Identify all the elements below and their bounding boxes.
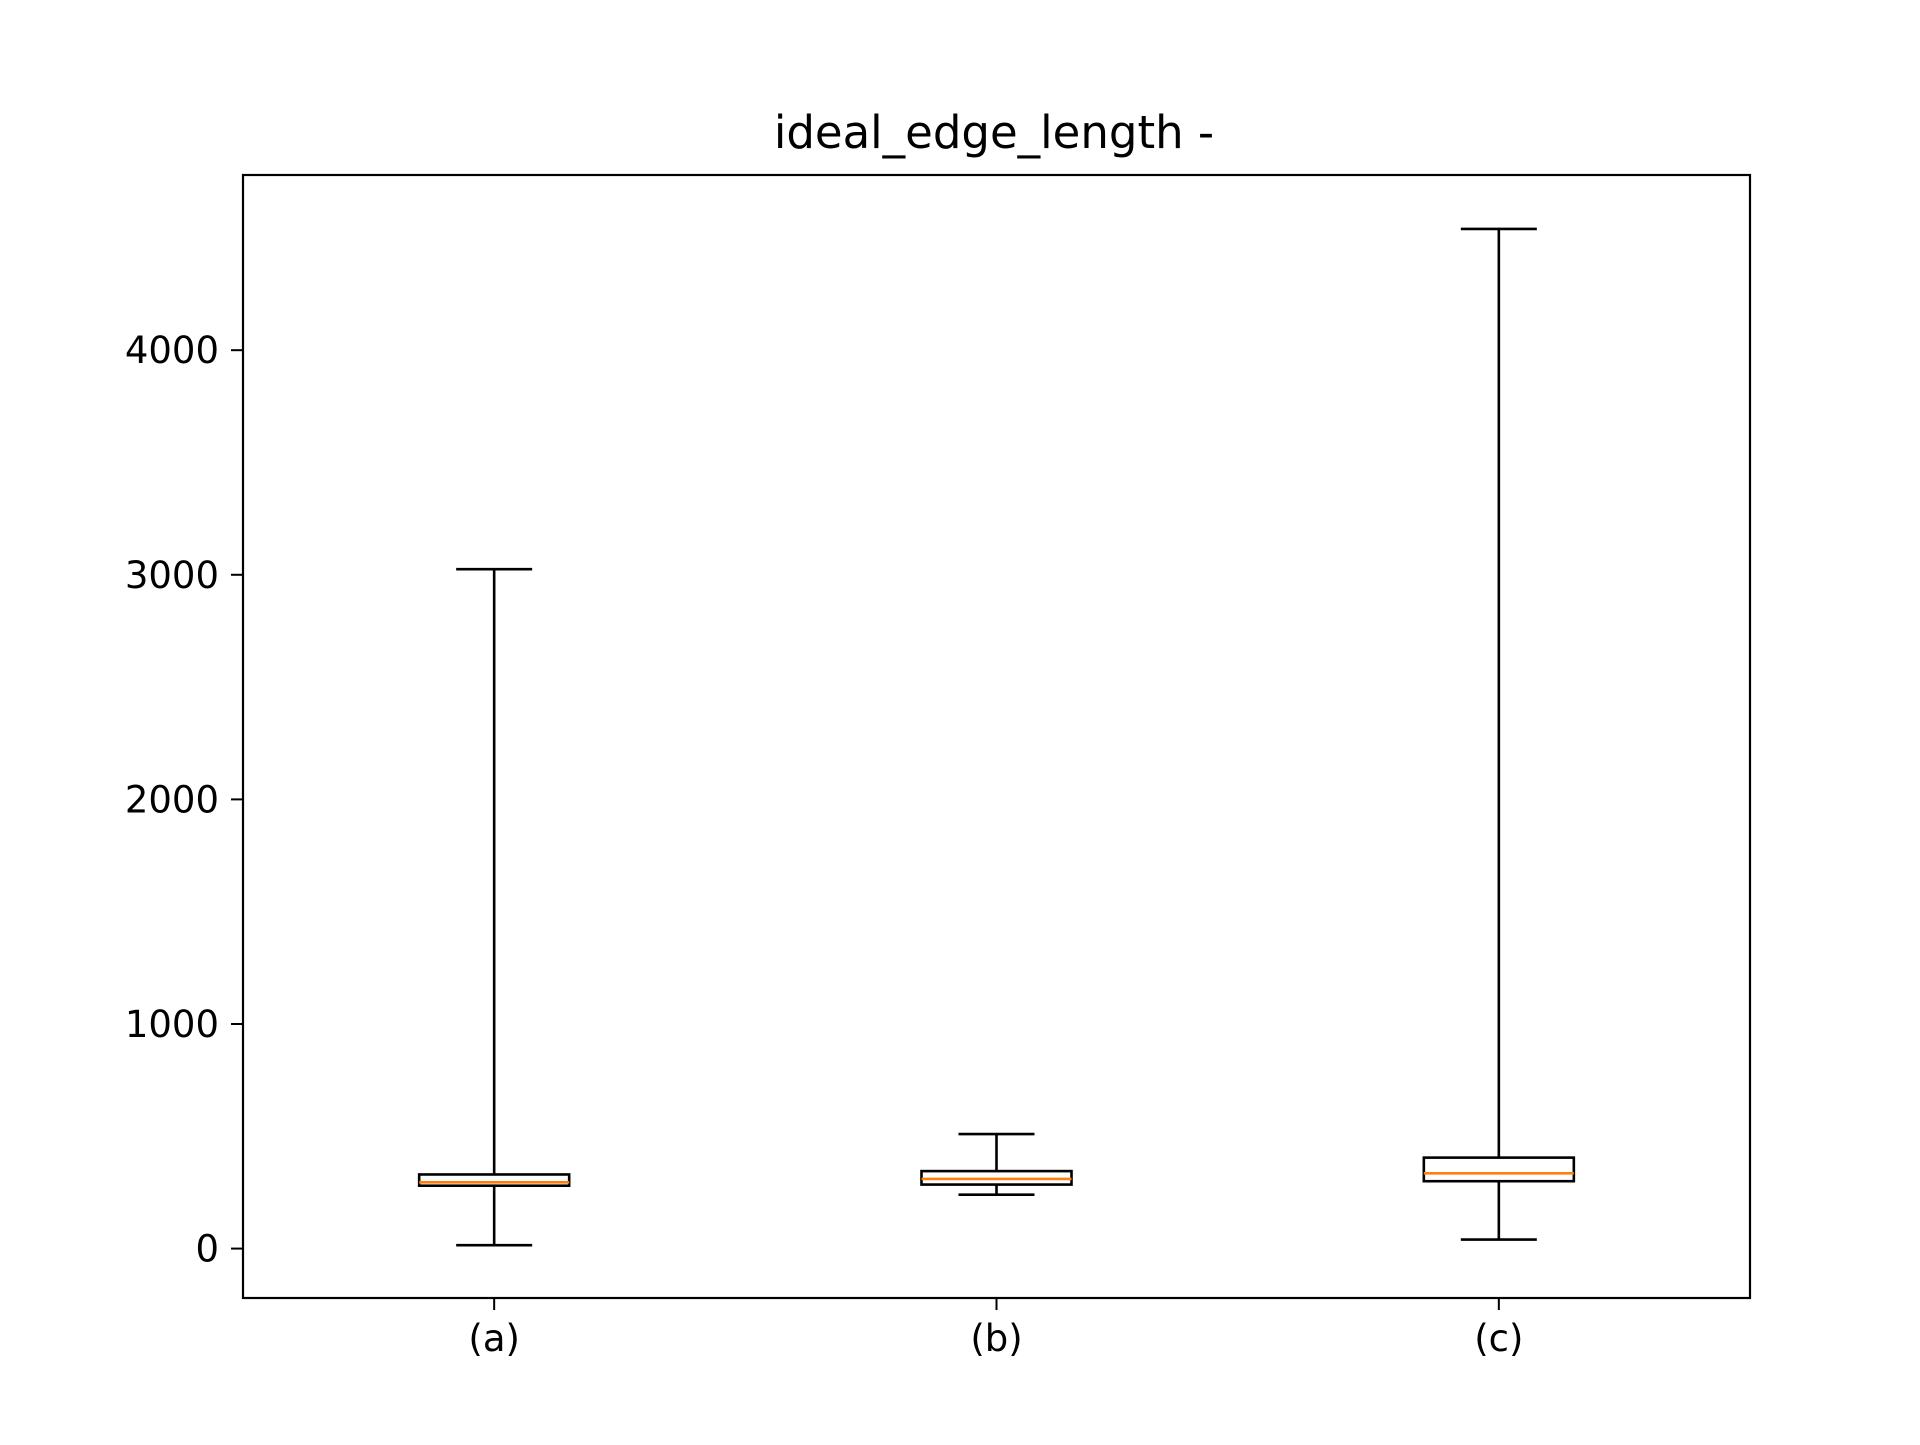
y-tick-label: 2000 xyxy=(125,778,219,821)
x-tick-label: (a) xyxy=(468,1317,520,1360)
y-tick-label: 3000 xyxy=(125,554,219,597)
plot-area: 0 1000 2000 3000 4000 (a) (b) (c) xyxy=(125,173,1752,1360)
chart-title: ideal_edge_length - xyxy=(774,106,1214,159)
x-tick-label: (b) xyxy=(970,1317,1022,1360)
iqr-box xyxy=(417,1173,571,1187)
x-tick-label: (c) xyxy=(1474,1317,1523,1360)
y-tick-label: 0 xyxy=(195,1228,219,1271)
y-tick-label: 4000 xyxy=(125,329,219,372)
axes-frame xyxy=(241,173,1752,1300)
y-tick-label: 1000 xyxy=(125,1003,219,1046)
iqr-box xyxy=(1422,1156,1576,1183)
